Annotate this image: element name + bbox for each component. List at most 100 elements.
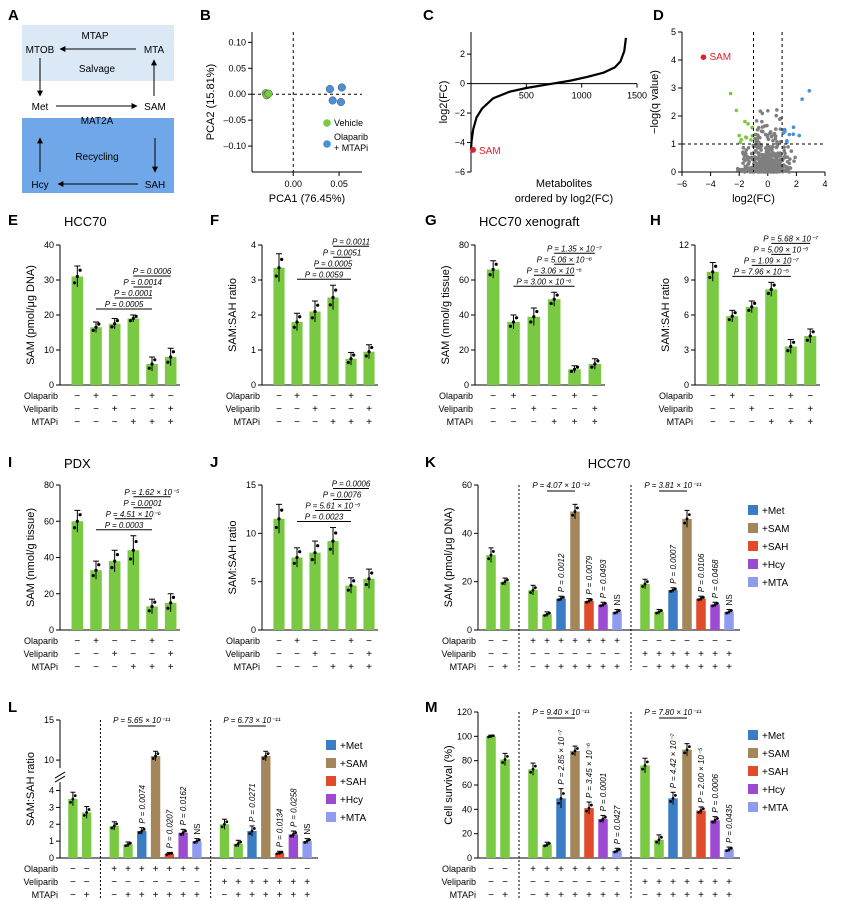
replicate-dot — [514, 316, 519, 320]
bar — [500, 581, 510, 630]
metabolite-point — [753, 160, 758, 165]
y-tick-label: 4 — [49, 786, 54, 796]
treatment-mark: − — [551, 391, 557, 402]
replicate-dot — [687, 745, 691, 749]
bar — [71, 276, 84, 385]
treatment-mark: − — [276, 662, 282, 673]
treatment-mark: + — [586, 890, 592, 900]
p-value-label: NS — [725, 594, 734, 605]
bar — [164, 357, 177, 385]
treatment-mark: + — [277, 890, 283, 900]
replicate-dot — [673, 793, 677, 797]
p-value-label: P = 7.96 × 10⁻⁵ — [734, 267, 790, 276]
y-tick-label: 40 — [44, 553, 54, 563]
treatment-mark: + — [139, 864, 145, 875]
treatment-mark: − — [112, 417, 118, 428]
replicate-dot — [112, 824, 116, 828]
treatment-label: MTAPi — [667, 417, 693, 427]
metabolite-point — [746, 146, 751, 150]
replicate-dot — [789, 344, 793, 349]
y-tick-label: 1 — [671, 139, 676, 149]
legend-swatch-vehicle — [323, 119, 331, 127]
replicate-dot — [766, 291, 770, 296]
treatment-mark: + — [572, 890, 578, 900]
treatment-mark: − — [276, 391, 282, 402]
y-tick-label: 0 — [671, 167, 676, 177]
treatment-mark: − — [490, 417, 496, 428]
treatment-mark: + — [726, 649, 732, 660]
x-tick-label: −2 — [734, 179, 744, 189]
replicate-dot — [643, 764, 647, 767]
y-tick-label: 3 — [49, 802, 54, 812]
treatment-mark: − — [488, 864, 494, 875]
replicate-dot — [657, 610, 661, 614]
treatment-mark: − — [74, 391, 80, 402]
treatment-mark: − — [139, 877, 145, 888]
treatment-mark: + — [600, 864, 606, 875]
replicate-dot — [750, 305, 754, 309]
salvage-box — [22, 25, 174, 81]
replicate-dot — [557, 801, 561, 805]
y-tick-label: −6 — [455, 167, 465, 177]
replicate-dot — [138, 831, 141, 835]
treatment-mark: − — [74, 649, 80, 660]
treatment-mark: + — [544, 864, 550, 875]
treatment-mark: − — [670, 636, 676, 647]
treatment-mark: − — [130, 636, 136, 647]
bar — [192, 841, 202, 858]
replicate-dot — [298, 315, 302, 319]
bar — [137, 831, 147, 858]
metabolite-point — [745, 155, 749, 160]
treatment-mark: − — [710, 391, 716, 402]
metabolite-point — [754, 137, 759, 141]
y-tick-label: 1 — [251, 345, 256, 355]
replicate-dot — [671, 588, 675, 592]
replicate-dot — [808, 334, 812, 338]
metabolite-point — [791, 132, 796, 137]
treatment-mark: − — [511, 417, 517, 428]
treatment-mark: − — [304, 864, 310, 875]
metabolite-point — [734, 108, 739, 113]
replicate-dot — [547, 842, 551, 845]
replicate-dot — [110, 826, 114, 830]
metabolite-point — [774, 113, 779, 118]
legend-swatch — [748, 766, 758, 776]
treatment-label: MTAPi — [234, 662, 260, 672]
replicate-dot — [150, 604, 154, 609]
panel-m: 0 20 40 60 80 100 120 M Cell survival (%) P = 2.8… — [425, 699, 790, 900]
label-sam: SAM — [144, 102, 166, 113]
treatment-mark: − — [294, 417, 300, 428]
metabolite-point — [744, 148, 749, 152]
y-axis-label: SAM:SAH ratio — [25, 752, 37, 826]
y-tick-label: –0.05 — [223, 115, 246, 125]
y-axis-label: PCA2 (15.81%) — [205, 64, 217, 140]
replicate-dot — [349, 583, 353, 588]
metabolite-point — [739, 137, 744, 142]
treatment-label: MTAPi — [32, 662, 58, 672]
legend-label: +Hcy — [762, 560, 785, 571]
y-tick-label: 3 — [671, 83, 676, 93]
replicate-dot — [501, 582, 505, 585]
replicate-dot — [308, 838, 311, 842]
y-tick-label: 5 — [251, 577, 256, 587]
treatment-mark: + — [277, 877, 283, 888]
bar — [81, 812, 92, 858]
treatment-mark: − — [488, 877, 494, 888]
treatment-mark: − — [112, 662, 118, 673]
metabolite-point — [738, 140, 742, 145]
treatment-mark: + — [531, 404, 537, 415]
y-tick-label: 20 — [459, 345, 469, 355]
replicate-dot — [511, 320, 516, 324]
panel-letter: H — [650, 212, 661, 229]
replicate-dot — [367, 577, 371, 581]
p-value-label: NS — [303, 823, 312, 834]
replicate-dot — [75, 274, 79, 279]
panel-letter: M — [425, 699, 438, 716]
sam-point — [700, 54, 707, 60]
p-value-label: P = 0.0468 — [711, 559, 720, 598]
bar — [219, 824, 230, 858]
treatment-mark: − — [366, 391, 372, 402]
legend-label: +Met — [762, 506, 785, 517]
y-tick-label: 40 — [462, 804, 472, 814]
replicate-dot — [603, 815, 607, 819]
